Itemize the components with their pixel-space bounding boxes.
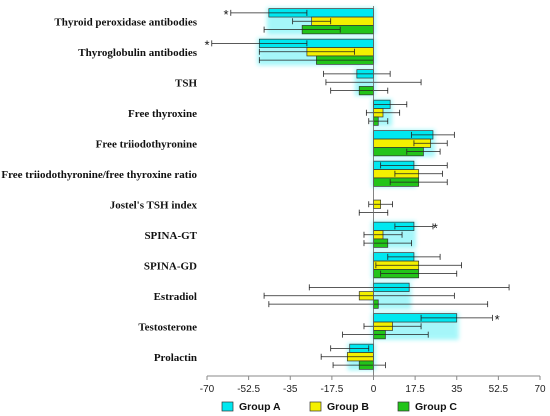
legend-label-group-b: Group B: [327, 401, 369, 413]
x-tick-label-70: -70: [200, 384, 215, 395]
legend: Group A Group B Group C: [221, 401, 457, 413]
category-label-tsh: TSH: [175, 77, 197, 89]
x-tick-label-52-5: -52.5: [237, 384, 260, 395]
x-tick-label-35: -35: [283, 384, 298, 395]
x-tick-label-35: 35: [451, 384, 463, 395]
category-label-thyroglobulin-antibodies: Thyroglobulin antibodies: [78, 47, 197, 59]
x-tick-label-17-5: -17.5: [320, 384, 343, 395]
annotation-spina-gt: *: [433, 220, 438, 235]
legend-label-group-a: Group A: [239, 401, 281, 413]
category-label-free-triiodothyronine: Free triiodothyronine: [96, 138, 197, 150]
category-label-testosterone: Testosterone: [138, 321, 197, 333]
category-label-prolactin: Prolactin: [154, 352, 197, 364]
category-label-jostel-s-tsh-index: Jostel's TSH index: [110, 199, 198, 211]
annotation-testosterone: *: [495, 312, 500, 327]
legend-swatch-group-b: [309, 401, 322, 412]
category-label-estradiol: Estradiol: [154, 291, 197, 303]
x-tick-label-0: 0: [371, 384, 377, 395]
category-label-thyroid-peroxidase-antibodies: Thyroid peroxidase antibodies: [54, 16, 197, 28]
legend-swatch-group-a: [221, 401, 234, 412]
category-label-free-thyroxine: Free thyroxine: [128, 108, 197, 120]
legend-label-group-c: Group C: [415, 401, 457, 413]
category-label-free-triiodothyronine-free-thyroxine-ratio: Free triiodothyronine/free thyroxine rat…: [1, 169, 197, 181]
annotation-thyroglobulin-antibodies: *: [204, 37, 209, 52]
x-tick-label-52-5: 52.5: [489, 384, 509, 395]
annotation-thyroid-peroxidase-antibodies: *: [223, 7, 228, 22]
category-label-spina-gt: SPINA-GT: [144, 230, 197, 242]
x-tick-label-17-5: 17.5: [405, 384, 425, 395]
category-labels: Thyroid peroxidase antibodies Thyroglobul…: [1, 16, 197, 364]
category-label-spina-gd: SPINA-GD: [144, 260, 197, 272]
x-axis: -70 -52.5 -35 -17.5 0 17.5 35 52.5 70: [200, 6, 546, 395]
x-tick-label-70: 70: [534, 384, 546, 395]
legend-swatch-group-c: [397, 401, 410, 412]
significance-annotations: * * * *: [204, 7, 499, 327]
